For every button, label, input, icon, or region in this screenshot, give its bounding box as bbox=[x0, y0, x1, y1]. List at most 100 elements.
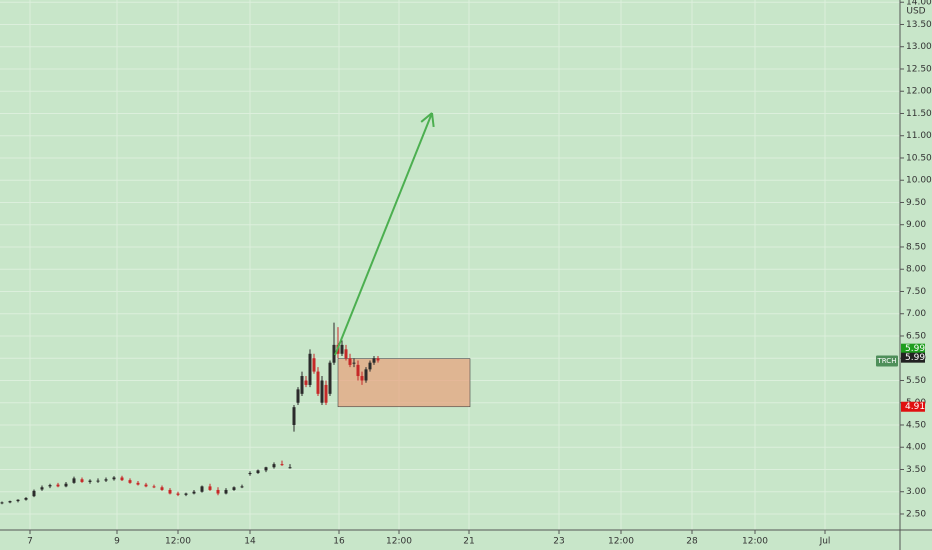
candle-body bbox=[32, 490, 36, 497]
y-tick-label: 6.50 bbox=[906, 331, 926, 341]
candle-body bbox=[288, 467, 292, 469]
x-tick-label: 7 bbox=[27, 537, 33, 547]
price-label-box bbox=[901, 343, 925, 354]
candle-body bbox=[128, 480, 132, 483]
trend-arrow bbox=[334, 112, 433, 356]
y-tick-label: 8.00 bbox=[906, 265, 926, 275]
candle-body bbox=[88, 480, 92, 482]
candle-body bbox=[24, 497, 28, 500]
candle-body bbox=[364, 369, 368, 381]
candle-body bbox=[216, 489, 220, 494]
candle-body bbox=[40, 487, 44, 490]
price-label-box bbox=[901, 401, 925, 412]
candle-body bbox=[312, 358, 316, 372]
candle-body bbox=[348, 358, 352, 365]
y-tick-label: 9.00 bbox=[906, 220, 926, 230]
candle-body bbox=[264, 467, 268, 471]
plot-layer bbox=[0, 0, 900, 530]
candle-body bbox=[352, 362, 356, 364]
candle-body bbox=[272, 464, 276, 468]
candle-body bbox=[320, 380, 324, 403]
price-label: 5.99 bbox=[905, 353, 925, 363]
candle-body bbox=[304, 380, 308, 385]
arrow-head bbox=[431, 112, 435, 128]
y-tick-label: 4.50 bbox=[906, 420, 926, 430]
candle-body bbox=[176, 493, 180, 495]
candle-body bbox=[16, 499, 20, 502]
y-tick-label: 8.50 bbox=[906, 242, 926, 252]
candle-body bbox=[344, 349, 348, 359]
y-tick-label: 10.00 bbox=[906, 176, 932, 186]
candle-body bbox=[240, 486, 244, 488]
candle-body bbox=[96, 480, 100, 482]
x-tick-label: 12:00 bbox=[386, 537, 412, 547]
candle-body bbox=[152, 486, 156, 488]
candle-body bbox=[292, 407, 296, 425]
x-tick-label: 9 bbox=[114, 537, 120, 547]
candle-body bbox=[104, 479, 108, 481]
candle-body bbox=[48, 485, 52, 487]
y-tick-label: 3.00 bbox=[906, 487, 926, 497]
candle-body bbox=[120, 477, 124, 481]
candle-body bbox=[376, 358, 380, 361]
candle-body bbox=[144, 484, 148, 487]
y-tick-label: 3.50 bbox=[906, 465, 926, 475]
x-tick-label: 28 bbox=[686, 537, 698, 547]
y-tick-label: 14.00 bbox=[906, 0, 932, 8]
candle-body bbox=[308, 353, 312, 385]
x-tick-label: 12:00 bbox=[608, 537, 634, 547]
y-tick-label: 10.50 bbox=[906, 153, 932, 163]
x-tick-label: 16 bbox=[333, 537, 345, 547]
x-tick-label: 23 bbox=[553, 537, 564, 547]
candle-body bbox=[56, 484, 60, 487]
candle-body bbox=[300, 376, 304, 394]
y-tick-label: 7.50 bbox=[906, 287, 926, 297]
y-tick-label: 11.00 bbox=[906, 131, 932, 141]
y-tick-label: 12.00 bbox=[906, 87, 932, 97]
symbol-label: TRCH bbox=[877, 357, 897, 365]
candle-body bbox=[192, 491, 196, 494]
candle-body bbox=[368, 362, 372, 370]
candle-body bbox=[232, 487, 236, 490]
target-zone bbox=[337, 358, 471, 408]
candle-body bbox=[64, 483, 68, 487]
candle-body bbox=[8, 501, 12, 503]
candle-body bbox=[280, 464, 284, 466]
x-tick-label: 12:00 bbox=[742, 537, 768, 547]
y-tick-label: 12.50 bbox=[906, 64, 932, 74]
price-label: 4.91 bbox=[905, 402, 925, 412]
candle-body bbox=[328, 362, 332, 394]
y-tick-label: 13.00 bbox=[906, 42, 932, 52]
candle-body bbox=[356, 364, 360, 377]
x-tick-label: 21 bbox=[463, 537, 474, 547]
candle-body bbox=[200, 486, 204, 492]
candle-body bbox=[0, 502, 4, 504]
candle-body bbox=[80, 479, 84, 482]
price-label: 5.99 bbox=[905, 344, 925, 354]
currency-label: USD bbox=[906, 7, 925, 17]
candle-body bbox=[112, 477, 116, 480]
candle-body bbox=[372, 358, 376, 363]
x-tick-label: 12:00 bbox=[165, 537, 191, 547]
y-tick-label: 9.50 bbox=[906, 198, 926, 208]
x-tick-label: 14 bbox=[244, 537, 256, 547]
candle-body bbox=[160, 487, 164, 490]
candle-body bbox=[340, 344, 344, 354]
candle-body bbox=[72, 478, 76, 483]
candle-body bbox=[224, 489, 228, 494]
candle-body bbox=[296, 389, 300, 403]
y-tick-label: 13.50 bbox=[906, 20, 932, 30]
candle-body bbox=[360, 376, 364, 381]
arrow-head bbox=[420, 112, 433, 123]
candle-body bbox=[256, 470, 260, 474]
price-label-box bbox=[901, 352, 925, 363]
x-tick-label: Jul bbox=[819, 537, 831, 547]
candle-body bbox=[136, 482, 140, 485]
candle-body bbox=[248, 473, 252, 475]
y-tick-label: 2.50 bbox=[906, 509, 926, 519]
symbol-box bbox=[876, 355, 898, 367]
candle-body bbox=[168, 489, 172, 494]
y-tick-label: 7.00 bbox=[906, 309, 926, 319]
